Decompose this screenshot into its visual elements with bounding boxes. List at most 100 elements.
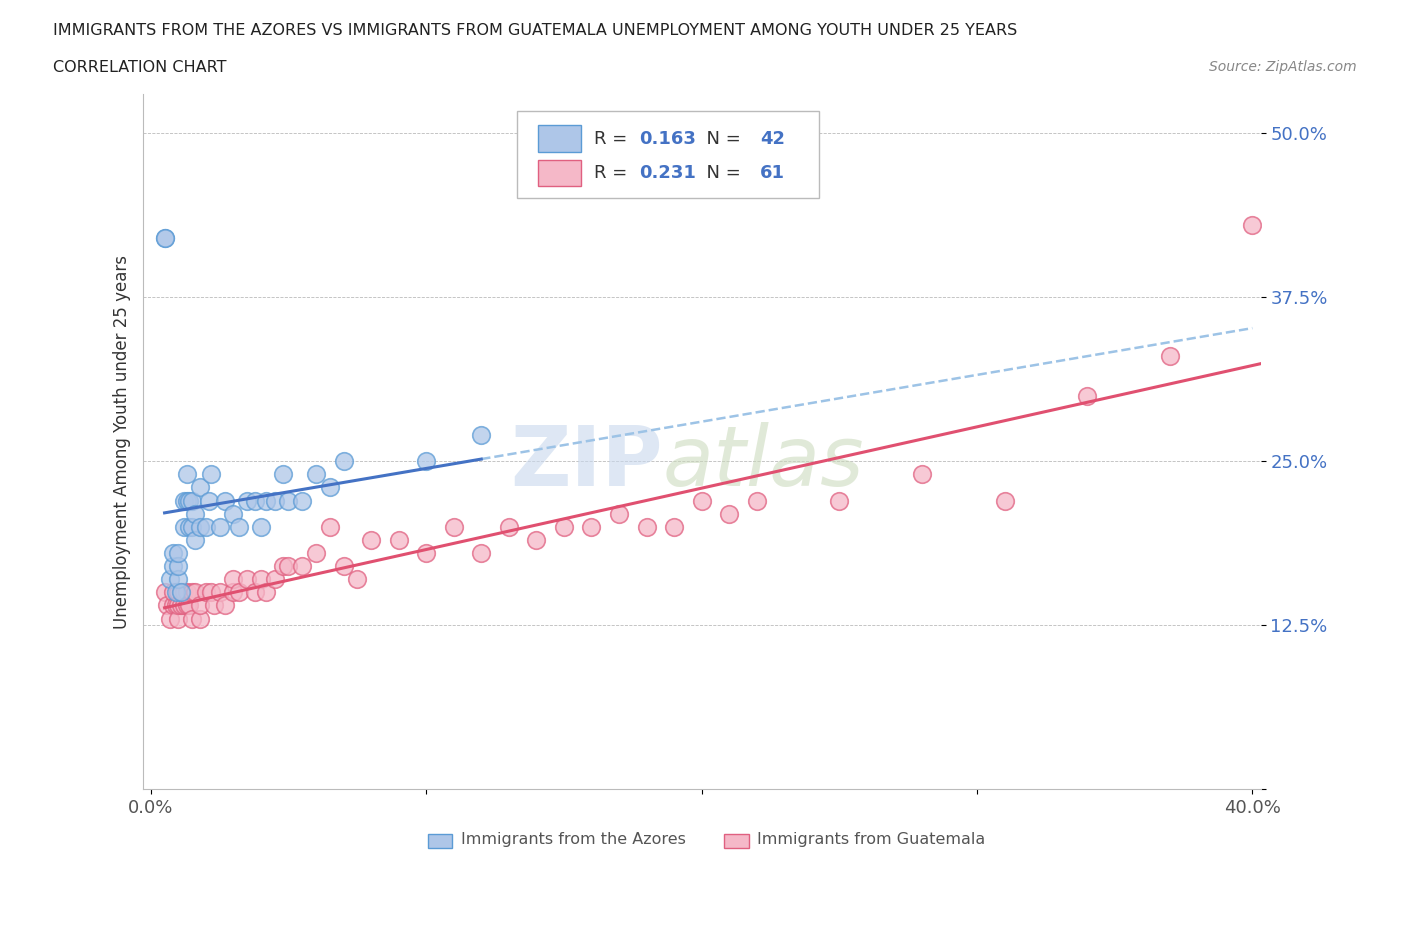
- Text: 0.231: 0.231: [638, 165, 696, 182]
- Point: [173, 585, 195, 600]
- Point: [202, 598, 225, 613]
- Text: R =: R =: [595, 165, 633, 182]
- Point: [194, 585, 217, 600]
- Point: [250, 519, 273, 534]
- Point: [319, 519, 342, 534]
- Point: [222, 585, 245, 600]
- Point: [263, 493, 285, 508]
- Point: [167, 598, 190, 613]
- Point: [162, 585, 184, 600]
- Point: [291, 493, 314, 508]
- Point: [305, 467, 328, 482]
- Y-axis label: Unemployment Among Youth under 25 years: Unemployment Among Youth under 25 years: [114, 255, 131, 629]
- Point: [277, 493, 299, 508]
- Text: ZIP: ZIP: [510, 422, 662, 503]
- Point: [167, 611, 190, 626]
- Point: [179, 598, 201, 613]
- Point: [214, 598, 236, 613]
- Text: Immigrants from Guatemala: Immigrants from Guatemala: [758, 831, 986, 846]
- Point: [208, 519, 231, 534]
- Text: N =: N =: [695, 129, 747, 148]
- Point: [718, 506, 741, 521]
- Point: [179, 519, 201, 534]
- Point: [993, 493, 1015, 508]
- Point: [256, 585, 278, 600]
- Text: R =: R =: [595, 129, 633, 148]
- Point: [236, 572, 259, 587]
- Point: [256, 493, 278, 508]
- Point: [184, 585, 207, 600]
- Point: [190, 519, 212, 534]
- Point: [176, 585, 198, 600]
- Point: [291, 559, 314, 574]
- Point: [197, 493, 219, 508]
- Point: [190, 611, 212, 626]
- Bar: [538, 160, 581, 187]
- Point: [332, 559, 354, 574]
- Point: [190, 598, 212, 613]
- Point: [245, 493, 267, 508]
- Text: Source: ZipAtlas.com: Source: ZipAtlas.com: [1209, 60, 1357, 74]
- Point: [181, 493, 204, 508]
- Point: [1241, 218, 1264, 232]
- Point: [1076, 388, 1098, 403]
- Point: [690, 493, 713, 508]
- Point: [162, 559, 184, 574]
- Text: N =: N =: [695, 165, 747, 182]
- Point: [184, 533, 207, 548]
- Point: [200, 467, 222, 482]
- Point: [581, 519, 603, 534]
- Point: [156, 598, 179, 613]
- Point: [222, 506, 245, 521]
- Point: [305, 546, 328, 561]
- Point: [208, 585, 231, 600]
- Bar: [427, 834, 453, 848]
- Point: [167, 572, 190, 587]
- Point: [173, 598, 195, 613]
- Point: [153, 585, 176, 600]
- Point: [470, 428, 492, 443]
- Point: [415, 546, 437, 561]
- Point: [167, 546, 190, 561]
- Text: IMMIGRANTS FROM THE AZORES VS IMMIGRANTS FROM GUATEMALA UNEMPLOYMENT AMONG YOUTH: IMMIGRANTS FROM THE AZORES VS IMMIGRANTS…: [53, 23, 1018, 38]
- Point: [214, 493, 236, 508]
- Bar: [724, 834, 748, 848]
- Bar: [538, 126, 581, 152]
- Point: [165, 598, 187, 613]
- Point: [277, 559, 299, 574]
- Point: [745, 493, 768, 508]
- FancyBboxPatch shape: [517, 112, 818, 198]
- Point: [607, 506, 630, 521]
- Point: [176, 467, 198, 482]
- Point: [200, 585, 222, 600]
- Point: [222, 572, 245, 587]
- Point: [184, 506, 207, 521]
- Text: 42: 42: [759, 129, 785, 148]
- Point: [319, 480, 342, 495]
- Point: [250, 572, 273, 587]
- Point: [190, 480, 212, 495]
- Point: [470, 546, 492, 561]
- Text: 0.163: 0.163: [638, 129, 696, 148]
- Point: [167, 559, 190, 574]
- Text: Immigrants from the Azores: Immigrants from the Azores: [461, 831, 686, 846]
- Point: [181, 519, 204, 534]
- Point: [271, 467, 294, 482]
- Point: [179, 493, 201, 508]
- Point: [162, 546, 184, 561]
- Point: [228, 519, 250, 534]
- Point: [153, 231, 176, 246]
- Point: [388, 533, 411, 548]
- Point: [662, 519, 685, 534]
- Point: [360, 533, 382, 548]
- Point: [170, 598, 193, 613]
- Point: [173, 493, 195, 508]
- Point: [332, 454, 354, 469]
- Point: [228, 585, 250, 600]
- Point: [553, 519, 575, 534]
- Point: [415, 454, 437, 469]
- Point: [173, 519, 195, 534]
- Point: [911, 467, 934, 482]
- Text: CORRELATION CHART: CORRELATION CHART: [53, 60, 226, 75]
- Text: atlas: atlas: [662, 422, 865, 503]
